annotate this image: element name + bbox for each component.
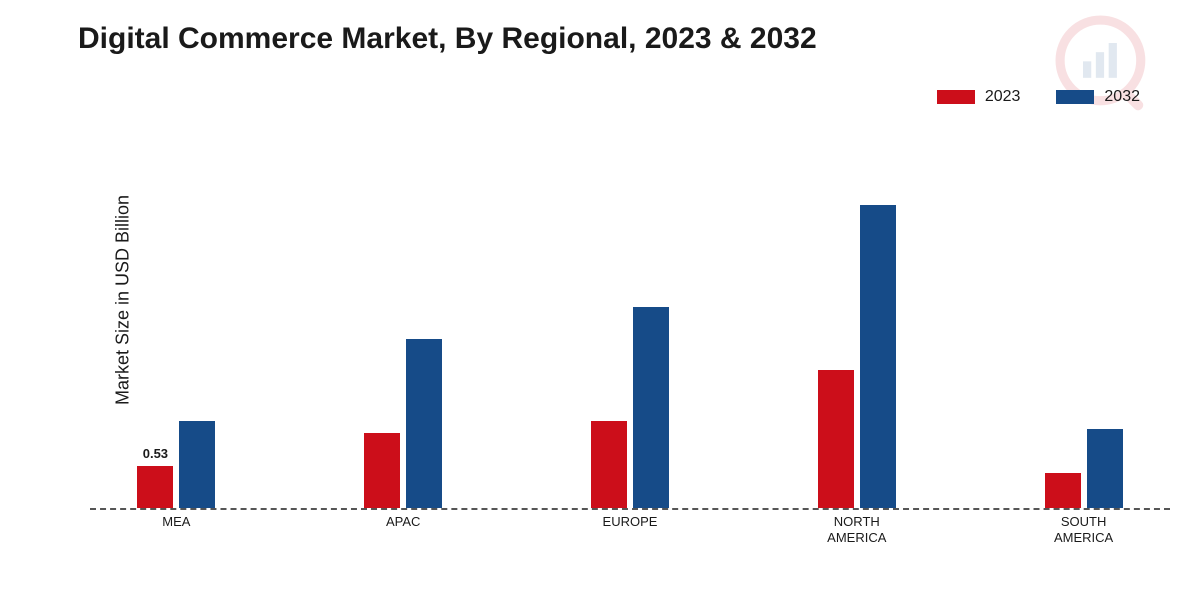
legend-label-2032: 2032 [1104,88,1140,106]
x-axis-tick-label: APAC [333,514,473,530]
bar [1087,429,1123,508]
bar [860,205,896,508]
bar-group: 0.53 [116,421,236,508]
x-axis-labels: MEA APAC EUROPE NORTH AMERICA SOUTH AMERICA [90,514,1170,564]
bar-value-label: 0.53 [143,446,168,461]
legend-item-2023: 2023 [937,88,1021,106]
bar [364,433,400,508]
x-axis-tick-label: EUROPE [560,514,700,530]
bar-group [1024,429,1144,508]
bar [179,421,215,508]
legend: 2023 2032 [937,88,1140,106]
chart-plot-area: 0.53 [90,140,1170,510]
legend-label-2023: 2023 [985,88,1021,106]
legend-item-2032: 2032 [1056,88,1140,106]
bar [818,370,854,508]
legend-swatch-2032 [1056,90,1094,104]
x-axis-tick-label: NORTH AMERICA [787,514,927,545]
x-axis-tick-label: SOUTH AMERICA [1014,514,1154,545]
bar [1045,473,1081,508]
chart-title: Digital Commerce Market, By Regional, 20… [78,22,817,56]
bar-group [570,307,690,508]
bar-group [797,205,917,508]
bar [633,307,669,508]
bar-group [343,339,463,508]
legend-swatch-2023 [937,90,975,104]
x-axis-tick-label: MEA [106,514,246,530]
bar [406,339,442,508]
bar [591,421,627,508]
bar: 0.53 [137,466,173,508]
